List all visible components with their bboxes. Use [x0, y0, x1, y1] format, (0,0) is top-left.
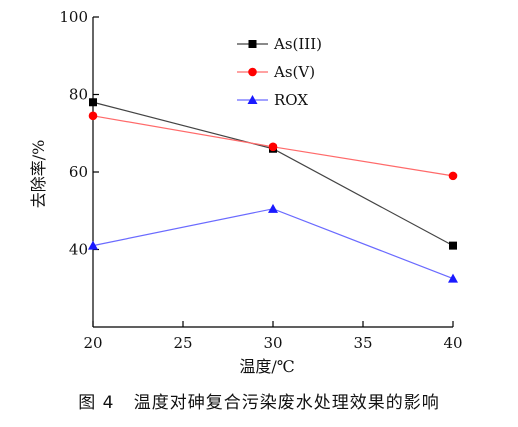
- legend-label-as-v: As(V): [273, 63, 315, 81]
- data-point-as-iii: [449, 241, 457, 250]
- legend: As(III) As(V) ROX: [237, 35, 322, 109]
- y-tick-label: 100: [59, 8, 88, 26]
- legend-label-rox: ROX: [274, 91, 308, 109]
- x-tick-label: 25: [173, 334, 192, 352]
- data-point-as-v: [448, 171, 458, 181]
- x-axis-ticks: 20 25 30 35 40: [83, 321, 463, 352]
- data-point-as-v: [268, 142, 278, 152]
- y-tick-label: 40: [69, 241, 88, 259]
- legend-marker-rox: [247, 95, 258, 104]
- x-tick-label: 20: [83, 334, 102, 352]
- data-point-as-iii: [89, 98, 97, 107]
- x-tick-label: 40: [443, 334, 462, 352]
- series-markers: [88, 98, 458, 283]
- x-tick-label: 30: [263, 334, 282, 352]
- y-axis-ticks: 40 60 80 100: [59, 8, 99, 259]
- data-point-rox: [448, 273, 458, 283]
- data-point-rox: [88, 240, 98, 250]
- x-axis-label: 温度/℃: [239, 357, 294, 376]
- line-chart: 40 60 80 100 20 25 30 35 40 As(III) As(V) ROX 温度/…: [29, 8, 463, 376]
- figure-caption: 图 4 温度对砷复合污染废水处理效果的影响: [78, 393, 440, 413]
- series-lines: [92, 101, 454, 280]
- y-axis-label: 去除率/%: [29, 140, 48, 209]
- legend-marker-as-iii: [248, 40, 257, 48]
- data-point-as-v: [88, 111, 98, 121]
- series-line-rox: [92, 208, 454, 280]
- y-tick-label: 80: [69, 86, 88, 104]
- legend-label-as-iii: As(III): [273, 35, 322, 53]
- legend-marker-as-v: [248, 67, 257, 77]
- x-tick-label: 35: [353, 334, 372, 352]
- axes: [92, 17, 453, 328]
- data-point-rox: [268, 203, 278, 213]
- y-tick-label: 60: [69, 163, 88, 181]
- series-line-as-iii: [92, 101, 454, 247]
